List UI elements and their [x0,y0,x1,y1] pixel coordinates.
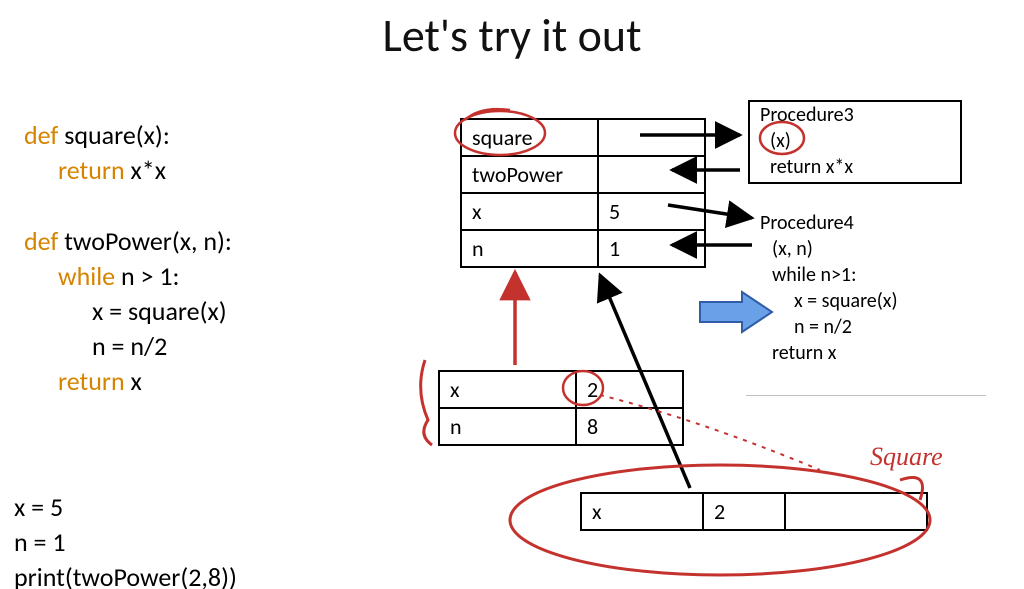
code-twopower: def twoPower(x, n): while n > 1: x = squ… [24,224,232,399]
red-squiggle-left [421,360,432,445]
slide-title: Let's try it out [0,8,1024,64]
proc3-text: Procedure3 (x) return x*x [760,102,854,180]
env-table-bot: x 2 [580,492,928,531]
red-label-square: Square [870,442,943,471]
env-table-top: square twoPower x5 n1 [460,118,706,268]
env-table-mid: x2 n8 [438,370,684,446]
code-square: def square(x): return x*x [24,118,170,188]
kw-return: return [58,154,125,186]
proc4-underline [746,395,986,396]
proc4-text: Procedure4 (x, n) while n>1: x = square(… [760,210,898,366]
kw-def: def [24,119,58,151]
code-main: x = 5 n = 1 print(twoPower(2,8)) [14,490,237,589]
